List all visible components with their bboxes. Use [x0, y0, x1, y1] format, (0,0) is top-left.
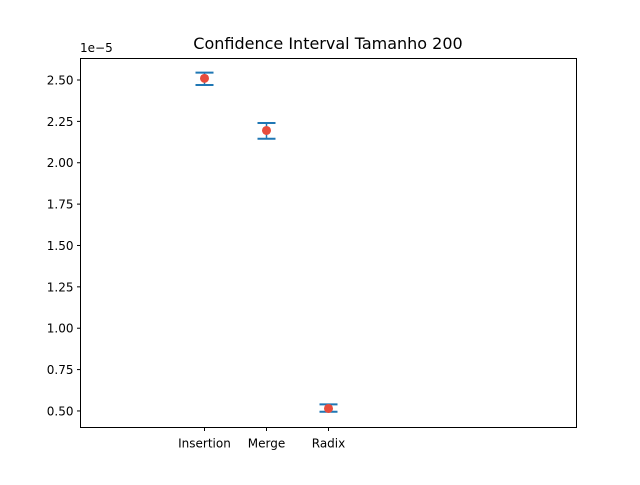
mean-point: [262, 125, 271, 135]
y-tick-label: 0.50: [47, 404, 74, 418]
data-marks: [195, 71, 338, 413]
y-tick-label: 2.00: [47, 156, 74, 170]
x-axis: Insertion Merge Radix: [178, 427, 345, 451]
mean-point: [200, 73, 209, 83]
x-tick-label: Insertion: [178, 437, 231, 451]
chart-title: Confidence Interval Tamanho 200: [193, 34, 462, 53]
y-tick-label: 1.75: [47, 198, 74, 212]
x-tick-label: Radix: [312, 437, 345, 451]
plot-frame: [80, 58, 577, 428]
y-tick-label: 0.75: [47, 363, 74, 377]
y-axis: 0.50 0.75 1.00 1.25 1.50 1.75 2.00 2.25 2.50: [47, 74, 81, 418]
y-tick-label: 2.50: [47, 74, 74, 88]
x-tick-label: Merge: [248, 437, 285, 451]
y-tick-label: 1.50: [47, 239, 74, 253]
y-offset-label: 1e−5: [80, 41, 113, 55]
y-tick-label: 1.00: [47, 322, 74, 336]
y-tick-label: 2.25: [47, 115, 74, 129]
mean-point: [324, 403, 333, 413]
y-tick-label: 1.25: [47, 280, 74, 294]
